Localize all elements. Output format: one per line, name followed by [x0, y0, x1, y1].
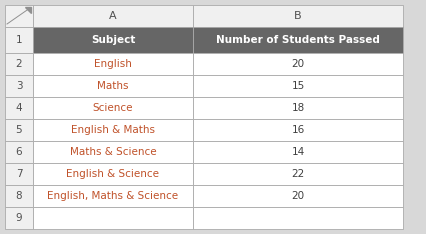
Text: 14: 14: [291, 147, 305, 157]
Text: 20: 20: [291, 191, 305, 201]
Text: 7: 7: [16, 169, 22, 179]
Text: 8: 8: [16, 191, 22, 201]
Bar: [5, 5, 33, 27]
Text: 6: 6: [16, 147, 22, 157]
Bar: [5, 75, 33, 97]
Bar: [193, 97, 403, 119]
Text: B: B: [294, 11, 302, 21]
Text: A: A: [109, 11, 117, 21]
Bar: [33, 163, 193, 185]
Text: Maths & Science: Maths & Science: [70, 147, 156, 157]
Text: 5: 5: [16, 125, 22, 135]
Text: 2: 2: [16, 59, 22, 69]
Bar: [33, 207, 193, 229]
Bar: [5, 53, 33, 75]
Bar: [193, 163, 403, 185]
Text: Subject: Subject: [91, 35, 135, 45]
Text: 9: 9: [16, 213, 22, 223]
Text: 1: 1: [16, 35, 22, 45]
Bar: [5, 207, 33, 229]
Text: Number of Students Passed: Number of Students Passed: [216, 35, 380, 45]
Bar: [33, 97, 193, 119]
Text: English, Maths & Science: English, Maths & Science: [47, 191, 178, 201]
Text: 20: 20: [291, 59, 305, 69]
Bar: [5, 27, 33, 53]
Bar: [193, 53, 403, 75]
Bar: [193, 27, 403, 53]
Text: English & Maths: English & Maths: [71, 125, 155, 135]
Text: 4: 4: [16, 103, 22, 113]
Bar: [33, 75, 193, 97]
Text: 16: 16: [291, 125, 305, 135]
Bar: [5, 163, 33, 185]
Text: 22: 22: [291, 169, 305, 179]
Text: English & Science: English & Science: [66, 169, 159, 179]
Text: 15: 15: [291, 81, 305, 91]
Bar: [33, 141, 193, 163]
Bar: [33, 53, 193, 75]
Bar: [193, 5, 403, 27]
Bar: [33, 185, 193, 207]
Text: 18: 18: [291, 103, 305, 113]
Polygon shape: [25, 7, 31, 13]
Text: English: English: [94, 59, 132, 69]
Bar: [5, 119, 33, 141]
Bar: [33, 5, 193, 27]
Text: Science: Science: [93, 103, 133, 113]
Bar: [193, 75, 403, 97]
Bar: [5, 97, 33, 119]
Bar: [33, 119, 193, 141]
Bar: [193, 119, 403, 141]
Bar: [33, 27, 193, 53]
Bar: [193, 207, 403, 229]
Bar: [5, 141, 33, 163]
Text: Maths: Maths: [97, 81, 129, 91]
Text: 3: 3: [16, 81, 22, 91]
Bar: [193, 185, 403, 207]
Bar: [5, 185, 33, 207]
Bar: [193, 141, 403, 163]
